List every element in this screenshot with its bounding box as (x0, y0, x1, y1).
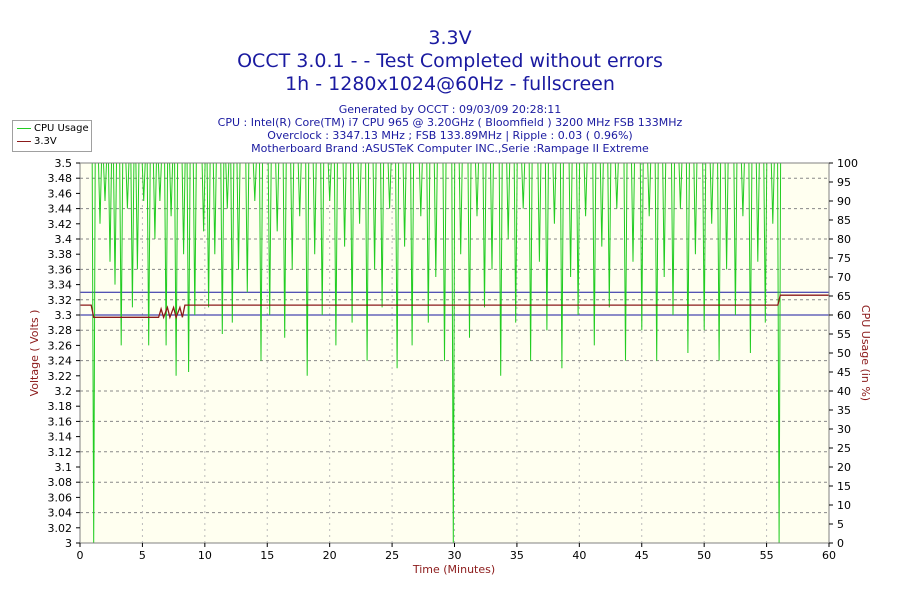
y-tick-label: 3.2 (55, 385, 73, 398)
y-tick-label: 3.26 (48, 339, 73, 352)
chart-legend: CPU Usage 3.3V (12, 120, 92, 152)
y2-tick-label: 40 (837, 385, 851, 398)
x-tick-label: 5 (139, 549, 146, 562)
y2-axis-ticks: 0 5 10 15 20 25 30 35 40 45 50 55 60 65 70 75 80 85 90 95 10… (829, 157, 858, 550)
motherboard-info: Motherboard Brand :ASUSTeK Computer INC.… (251, 142, 649, 155)
x-tick-label: 55 (760, 549, 774, 562)
y-tick-label: 3.04 (48, 507, 73, 520)
x-axis-label: Time (Minutes) (412, 563, 495, 576)
y2-tick-label: 55 (837, 328, 851, 341)
y-tick-label: 3.14 (48, 431, 73, 444)
y2-tick-label: 85 (837, 214, 851, 227)
y2-tick-label: 50 (837, 347, 851, 360)
legend-item-cpu-usage: CPU Usage (17, 123, 89, 135)
y2-tick-label: 65 (837, 290, 851, 303)
y-axis-label: Voltage ( Volts ) (28, 310, 41, 397)
x-tick-label: 45 (635, 549, 649, 562)
y2-tick-label: 0 (837, 537, 844, 550)
voltage-line (80, 294, 829, 320)
chart-subtitle-status: OCCT 3.0.1 - - Test Completed without er… (237, 50, 663, 72)
y-tick-label: 3.18 (48, 400, 73, 413)
y2-tick-label: 30 (837, 423, 851, 436)
y-tick-label: 3 (65, 537, 72, 550)
x-tick-label: 40 (572, 549, 586, 562)
y-tick-label: 3.02 (48, 522, 73, 535)
chart-title: 3.3V (428, 27, 472, 49)
y2-tick-label: 35 (837, 404, 851, 417)
y-tick-label: 3.12 (48, 446, 73, 459)
y2-tick-label: 10 (837, 499, 851, 512)
overclock-info: Overclock : 3347.13 MHz ; FSB 133.89MHz … (267, 129, 633, 142)
x-tick-label: 50 (697, 549, 711, 562)
y2-tick-label: 20 (837, 461, 851, 474)
y2-axis-label: CPU Usage (in %) (859, 305, 872, 401)
legend-label-3-3v: 3.3V (34, 136, 57, 147)
legend-swatch-3-3v (17, 140, 31, 142)
y-tick-label: 3.5 (55, 157, 73, 170)
y-tick-label: 3.44 (48, 203, 73, 216)
y-tick-label: 3.48 (48, 172, 73, 185)
voltage-series (80, 294, 829, 320)
y2-tick-label: 45 (837, 366, 851, 379)
y2-tick-label: 25 (837, 442, 851, 455)
y-tick-label: 3.06 (48, 491, 73, 504)
y2-tick-label: 90 (837, 195, 851, 208)
y-tick-label: 3.34 (48, 279, 73, 292)
y2-tick-label: 5 (837, 518, 844, 531)
chart-subtitle-mode: 1h - 1280x1024@60Hz - fullscreen (285, 73, 615, 95)
y-tick-label: 3.08 (48, 476, 73, 489)
y2-tick-label: 60 (837, 309, 851, 322)
legend-item-3-3v: 3.3V (17, 136, 57, 148)
y2-tick-label: 15 (837, 480, 851, 493)
x-tick-label: 20 (323, 549, 337, 562)
y-tick-label: 3.22 (48, 370, 73, 383)
x-tick-label: 15 (260, 549, 274, 562)
legend-swatch-cpu-usage (17, 127, 31, 129)
y-tick-label: 3.4 (55, 233, 73, 246)
generated-info: Generated by OCCT : 09/03/09 20:28:11 (338, 103, 562, 116)
y2-tick-label: 95 (837, 176, 851, 189)
x-axis-ticks: 0 5 10 15 20 25 30 35 40 45 50 55 60 (77, 543, 836, 562)
x-tick-label: 35 (510, 549, 524, 562)
y2-tick-label: 100 (837, 157, 858, 170)
x-tick-label: 10 (198, 549, 212, 562)
y2-tick-label: 80 (837, 233, 851, 246)
legend-label-cpu-usage: CPU Usage (34, 123, 89, 134)
y2-tick-label: 75 (837, 252, 851, 265)
y-tick-label: 3.24 (48, 355, 73, 368)
y-tick-label: 3.16 (48, 415, 73, 428)
y-tick-label: 3.36 (48, 263, 73, 276)
cpu-info: CPU : Intel(R) Core(TM) i7 CPU 965 @ 3.2… (217, 116, 683, 129)
y-tick-label: 3.38 (48, 248, 73, 261)
y-tick-label: 3.32 (48, 294, 73, 307)
y-tick-label: 3.3 (55, 309, 73, 322)
y-tick-label: 3.46 (48, 187, 73, 200)
x-tick-label: 25 (385, 549, 399, 562)
y-tick-label: 3.28 (48, 324, 73, 337)
y2-tick-label: 70 (837, 271, 851, 284)
x-tick-label: 60 (822, 549, 836, 562)
x-tick-label: 30 (448, 549, 462, 562)
y-tick-label: 3.1 (55, 461, 73, 474)
x-tick-label: 0 (77, 549, 84, 562)
y-tick-label: 3.42 (48, 218, 73, 231)
y-axis-ticks: 3 3.02 3.04 3.06 3.08 3.1 3.12 3.14 3.16 3.18 3.2 3… (48, 157, 80, 550)
